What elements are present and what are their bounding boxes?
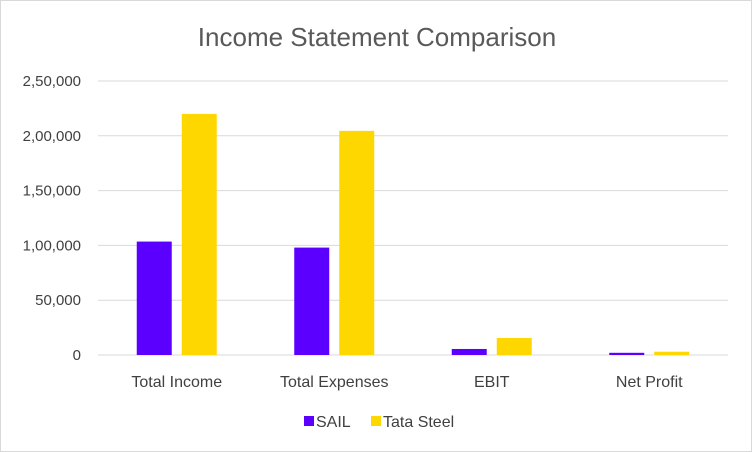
y-tick-label: 2,50,000 xyxy=(23,73,81,90)
bar-sail xyxy=(136,241,172,355)
x-category-label: Total Income xyxy=(131,374,222,391)
x-axis-categories: Total Income Total Expenses EBIT Net Profit xyxy=(131,374,683,391)
legend-label: SAIL xyxy=(316,414,351,431)
bar-sail xyxy=(609,352,645,355)
y-tick-label: 1,00,000 xyxy=(23,237,81,254)
bar-sail xyxy=(451,348,487,355)
legend: SAIL Tata Steel xyxy=(304,414,454,431)
legend-swatch xyxy=(371,416,381,426)
y-tick-label: 1,50,000 xyxy=(23,183,81,200)
y-tick-label: 50,000 xyxy=(35,292,81,309)
x-category-label: EBIT xyxy=(474,374,510,391)
bar-tata-steel xyxy=(339,130,375,355)
x-category-label: Total Expenses xyxy=(280,374,389,391)
bar-tata-steel xyxy=(181,113,217,355)
legend-label: Tata Steel xyxy=(383,414,454,431)
x-category-label: Net Profit xyxy=(616,374,683,391)
bar-tata-steel xyxy=(496,338,532,355)
chart-title: Income Statement Comparison xyxy=(198,22,556,52)
y-tick-label: 2,00,000 xyxy=(23,128,81,145)
y-tick-label: 0 xyxy=(73,347,81,364)
y-axis-ticks: 0 50,000 1,00,000 1,50,000 2,00,000 2,50,000 xyxy=(23,73,81,364)
bar-tata-steel xyxy=(654,351,690,355)
bar-sail xyxy=(294,247,330,355)
bars xyxy=(136,113,690,355)
legend-swatch xyxy=(304,416,314,426)
